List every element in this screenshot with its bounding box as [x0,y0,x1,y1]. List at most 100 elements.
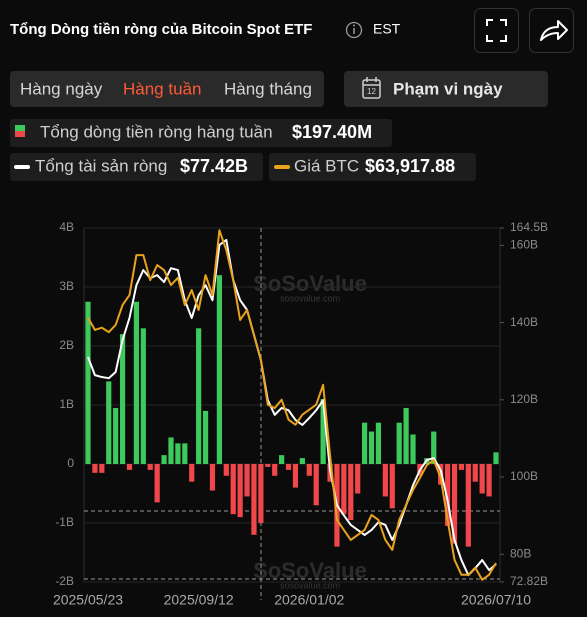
watermark: sosovalue.com [280,293,340,303]
bar [493,452,499,464]
bar [92,464,98,473]
bar [189,464,195,482]
legend-label[interactable]: Tổng dòng tiền ròng hàng tuần [40,122,273,141]
tab-group [10,71,324,107]
y-tick-label: 3B [59,279,74,293]
legend-label[interactable]: Tổng tài sản ròng [35,156,167,175]
legend-value: $63,917.88 [365,156,455,176]
bar [230,464,236,515]
y-tick-label: -2B [55,574,74,588]
bar [265,464,271,467]
bar [202,410,209,464]
bar [133,301,140,464]
y-tick-label: 0 [67,456,74,470]
bar [306,464,312,476]
y-tick-label: 2B [59,338,74,352]
legend-box [269,153,476,181]
bar [168,437,174,464]
bar [355,464,361,494]
legend-swatch [15,131,25,137]
bar [140,328,146,464]
x-tick-label: 2025/09/12 [164,592,234,608]
y2-tick-label: 164.5B [510,220,548,234]
timezone[interactable]: EST [373,21,401,37]
bar [175,443,181,464]
watermark: sosovalue.com [280,580,340,590]
calendar-day: 12 [367,87,376,96]
bar [486,464,492,497]
x-tick-label: 2026/07/10 [461,592,531,608]
bar [196,328,202,464]
bar [216,275,222,464]
line [87,238,497,577]
y-tick-label: -1B [55,515,74,529]
bar [251,464,257,535]
bar [451,464,458,544]
title: Tổng Dòng tiền ròng của Bitcoin Spot ETF [10,21,312,38]
bar [258,464,264,523]
bar [237,464,243,518]
bar [292,464,299,488]
x-tick-label: 2026/01/02 [274,592,344,608]
bar [410,434,416,464]
bar [279,455,285,464]
legend-box [10,153,263,181]
bar [272,464,278,476]
bar [403,407,409,464]
legend-value: $197.40M [292,122,372,142]
bar [341,464,347,515]
bar [99,464,105,473]
legend-box [10,119,392,147]
bar [126,464,133,470]
bar [154,464,160,503]
y-tick-label: 4B [59,220,74,234]
info-icon[interactable] [345,21,363,39]
watermark: SoSoValue [253,271,367,296]
bar [161,455,167,464]
legend-label[interactable]: Giá BTC [294,156,359,175]
bar [119,334,126,464]
y2-tick-label: 72.82B [510,574,548,588]
tab[interactable]: Hàng tháng [224,79,312,98]
tab[interactable]: Hàng tuần [123,79,201,98]
date-range-button[interactable]: 12 Phạm vi ngày [344,71,548,107]
legend-swatch [15,125,25,131]
bar [320,399,326,464]
y2-tick-label: 140B [510,315,538,329]
y2-tick-label: 160B [510,238,538,252]
bar [244,464,250,497]
y-tick-label: 1B [59,397,74,411]
bar [113,407,119,464]
bar [389,464,395,509]
bar [299,458,305,464]
bar [209,464,216,491]
bar [465,464,471,547]
bar [362,422,368,464]
bar [444,464,451,526]
share-button[interactable] [529,8,574,53]
bar [182,443,188,464]
bar [375,422,382,464]
bar [431,431,437,464]
bar [458,464,465,470]
line [87,229,497,581]
bar [472,464,478,482]
bar [106,381,112,464]
bar [223,464,229,476]
x-tick-label: 2025/05/23 [53,592,123,608]
y2-tick-label: 100B [510,469,538,483]
bar [147,464,153,470]
bar [85,301,91,464]
bar [348,464,354,521]
fullscreen-button[interactable] [474,8,519,53]
bar [396,422,402,464]
bar [313,464,319,506]
bar [479,464,485,494]
tab[interactable]: Hàng ngày [20,79,103,98]
legend-value: $77.42B [180,156,248,176]
y2-tick-label: 80B [510,546,531,560]
bar [285,464,292,470]
bar [368,431,375,464]
